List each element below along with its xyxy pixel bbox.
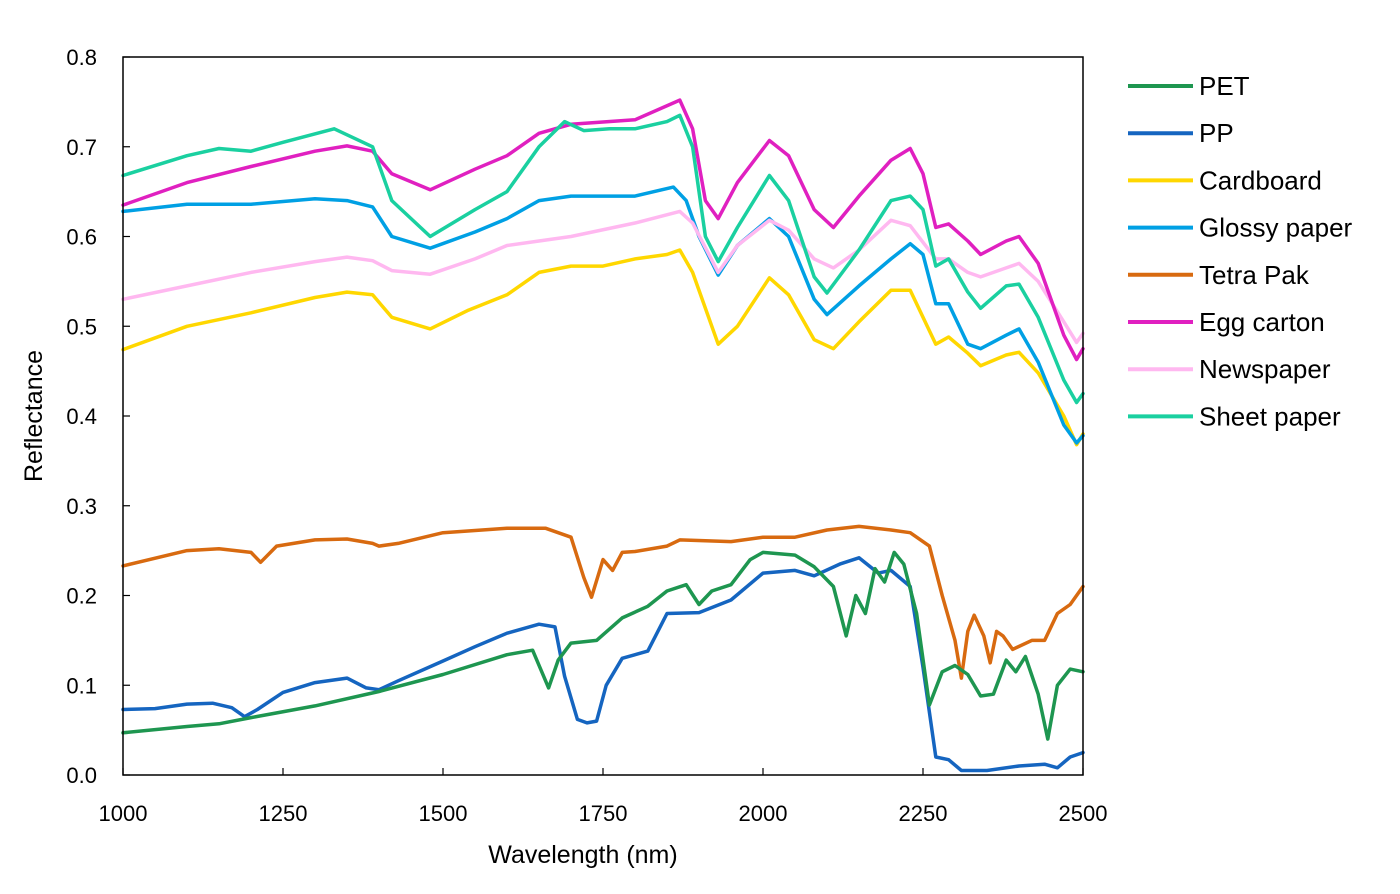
- y-tick-label: 0.0: [66, 763, 97, 788]
- x-tick-label: 2000: [739, 801, 788, 826]
- series-line-newspaper: [121, 209, 1085, 345]
- legend-label: Cardboard: [1199, 165, 1322, 195]
- legend-label: PP: [1199, 118, 1234, 148]
- series-line-egg-carton: [121, 98, 1085, 362]
- y-tick-label: 0.1: [66, 673, 97, 698]
- x-axis-title: Wavelength (nm): [488, 841, 677, 869]
- x-tick-label: 2250: [899, 801, 948, 826]
- legend-label: Tetra Pak: [1199, 260, 1310, 290]
- series-line-tetra-pak: [121, 524, 1085, 680]
- y-tick-label: 0.3: [66, 494, 97, 519]
- legend-label: Sheet paper: [1199, 401, 1341, 431]
- series-line-pet: [121, 550, 1085, 741]
- legend-label: Glossy paper: [1199, 213, 1353, 243]
- x-axis-ticks: 1000 1250 1500 1750 2000 2250 2500: [99, 768, 1108, 826]
- series-line-pp: [121, 556, 1085, 773]
- series-layer: [121, 98, 1085, 773]
- legend-label: PET: [1199, 71, 1250, 101]
- x-tick-label: 1750: [579, 801, 628, 826]
- x-tick-label: 1250: [259, 801, 308, 826]
- y-tick-label: 0.6: [66, 225, 97, 250]
- y-tick-label: 0.4: [66, 404, 97, 429]
- legend-label: Newspaper: [1199, 354, 1331, 384]
- legend: PET PP Cardboard Glossy paper Tetra Pak Egg c…: [1128, 71, 1353, 431]
- series-line-cardboard: [121, 248, 1085, 447]
- y-tick-label: 0.7: [66, 135, 97, 160]
- y-axis-ticks: 0.0 0.1 0.2 0.3 0.4 0.5 0.6 0.7 0.8: [66, 45, 130, 788]
- y-axis-title: Reflectance: [20, 350, 48, 482]
- series-line-sheet-paper: [121, 113, 1085, 405]
- y-tick-label: 0.5: [66, 314, 97, 339]
- legend-label: Egg carton: [1199, 307, 1325, 337]
- plot-frame: [122, 56, 1084, 776]
- y-tick-label: 0.2: [66, 584, 97, 609]
- y-tick-label: 0.8: [66, 45, 97, 70]
- x-tick-label: 2500: [1059, 801, 1108, 826]
- x-tick-label: 1000: [99, 801, 148, 826]
- x-tick-label: 1500: [419, 801, 468, 826]
